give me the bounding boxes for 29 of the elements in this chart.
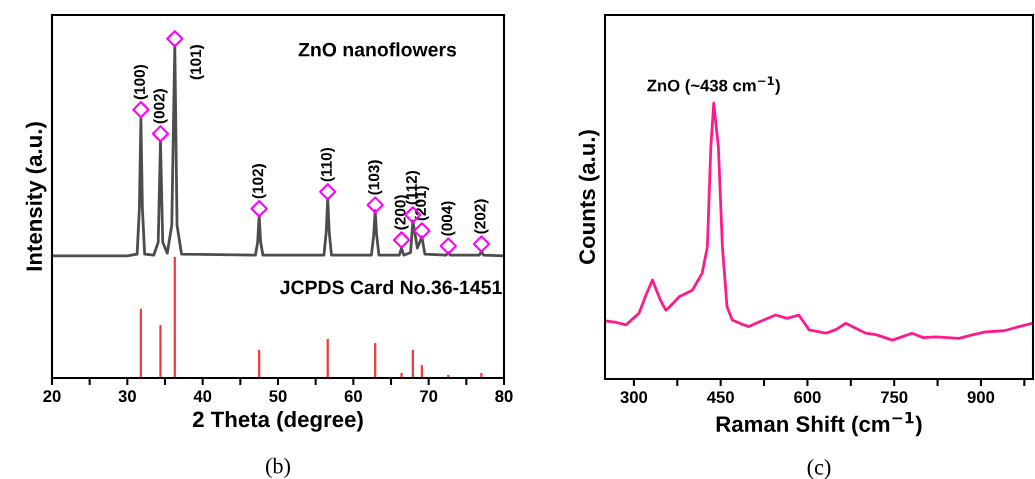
x-tick-label: 600	[794, 391, 821, 404]
y-axis-title: Intensity (a.u.)	[25, 122, 47, 271]
x-tick-label: 450	[707, 391, 734, 404]
x-tick-label: 60	[344, 390, 362, 403]
x-tick-label: 30	[118, 390, 136, 403]
annotation: ZnO (~438 cm$^{−1}$)	[647, 76, 780, 95]
text: (c)	[807, 459, 831, 479]
x-tick-label: 40	[193, 390, 212, 403]
x-tick-label: 20	[43, 390, 61, 403]
annotation: (004)	[441, 201, 456, 236]
annotation: (002)	[153, 89, 168, 124]
annotation: (202)	[474, 199, 489, 234]
x-axis-title: 2 Theta (degree)	[192, 410, 363, 432]
x-tick-label: 300	[620, 391, 648, 404]
text: (b)	[266, 457, 290, 479]
x-tick-label: 80	[495, 390, 513, 403]
annotation: (101)	[189, 45, 205, 80]
x-axis-title: Raman Shift (cm$^{−1}$)	[716, 411, 922, 437]
x-tick-label: 900	[967, 391, 995, 404]
annotation: ZnO nanoflowers	[298, 42, 457, 57]
x-tick-label: 50	[269, 390, 287, 403]
annotation: (103)	[368, 160, 383, 195]
annotation: JCPDS Card No.36-1451	[279, 280, 502, 295]
annotation: (100)	[133, 65, 149, 100]
annotation: (102)	[252, 164, 267, 199]
x-tick-label: 70	[420, 390, 438, 403]
x-tick-label: 750	[881, 391, 908, 404]
y-axis-title: Counts (a.u.)	[578, 130, 600, 264]
annotation: (110)	[320, 147, 335, 182]
